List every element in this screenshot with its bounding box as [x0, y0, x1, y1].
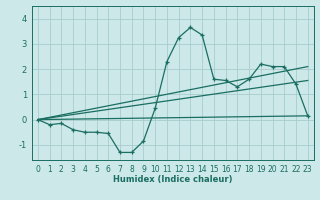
X-axis label: Humidex (Indice chaleur): Humidex (Indice chaleur): [113, 175, 233, 184]
